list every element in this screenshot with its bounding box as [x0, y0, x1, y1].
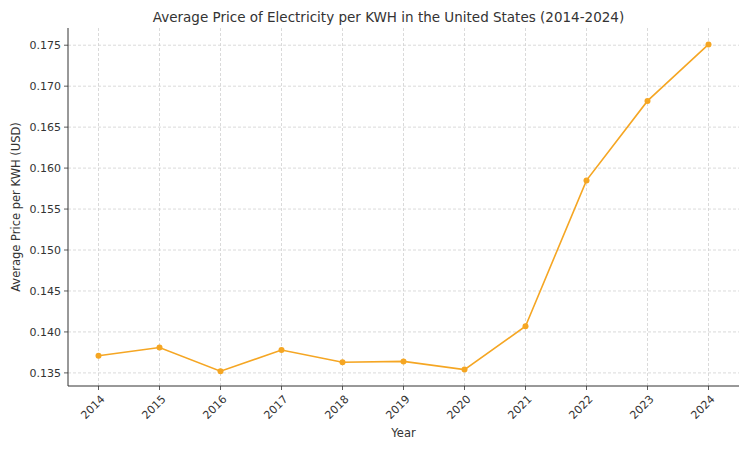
x-grid-line: [525, 28, 526, 386]
x-grid-line: [220, 28, 221, 386]
x-grid-line: [342, 28, 343, 386]
x-tick: [586, 386, 587, 390]
x-tick-label: 2022: [566, 393, 595, 422]
y-tick: [64, 45, 68, 46]
x-tick: [281, 386, 282, 390]
y-tick: [64, 86, 68, 87]
y-tick-label: 0.175: [30, 39, 62, 52]
y-tick-label: 0.140: [30, 326, 62, 339]
x-tick-label: 2015: [139, 393, 168, 422]
x-axis-label: Year: [390, 426, 416, 440]
data-point: [401, 358, 407, 364]
data-point: [279, 347, 285, 353]
grid: [68, 28, 739, 386]
x-tick: [220, 386, 221, 390]
y-tick-label: 0.135: [30, 367, 62, 380]
x-tick-label: 2023: [627, 393, 656, 422]
y-tick-label: 0.160: [30, 162, 62, 175]
y-tick-label: 0.165: [30, 121, 62, 134]
x-tick-label: 2016: [200, 393, 229, 422]
x-tick: [708, 386, 709, 390]
y-grid-line: [68, 127, 739, 128]
data-line: [99, 44, 709, 371]
x-grid-line: [586, 28, 587, 386]
y-tick-label: 0.150: [30, 244, 62, 257]
x-grid-line: [98, 28, 99, 386]
x-tick: [159, 386, 160, 390]
y-tick: [64, 331, 68, 332]
y-tick: [64, 209, 68, 210]
x-grid-line: [464, 28, 465, 386]
data-point: [462, 367, 468, 373]
x-tick-label: 2017: [261, 393, 290, 422]
x-tick: [403, 386, 404, 390]
y-tick-label: 0.145: [30, 285, 62, 298]
y-tick-label: 0.155: [30, 203, 62, 216]
x-tick-label: 2024: [688, 393, 717, 422]
x-tick: [525, 386, 526, 390]
data-point: [706, 41, 712, 47]
data-point: [645, 98, 651, 104]
x-grid-line: [159, 28, 160, 386]
chart-svg: 0.135 0.140 0.145 0.150 0.155 0.160 0.165 0.170…: [0, 0, 750, 450]
x-tick: [464, 386, 465, 390]
y-axis-line: [68, 28, 69, 386]
x-tick-label: 2021: [505, 393, 534, 422]
x-tick-label: 2020: [444, 393, 473, 422]
x-grid-line: [708, 28, 709, 386]
data-point: [96, 353, 102, 359]
x-grid-line: [647, 28, 648, 386]
x-tick: [342, 386, 343, 390]
x-tick-label: 2014: [78, 393, 107, 422]
plot-area: [96, 41, 712, 374]
x-tick-label: 2018: [322, 393, 351, 422]
data-point: [584, 177, 590, 183]
y-tick: [64, 127, 68, 128]
x-axis-line: [68, 386, 739, 387]
chart-container: 0.135 0.140 0.145 0.150 0.155 0.160 0.165 0.170…: [0, 0, 750, 450]
x-tick: [647, 386, 648, 390]
y-tick: [64, 168, 68, 169]
x-tick: [98, 386, 99, 390]
data-point: [523, 323, 529, 329]
chart-title: Average Price of Electricity per KWH in …: [153, 9, 624, 25]
x-grid-line: [281, 28, 282, 386]
y-tick: [64, 372, 68, 373]
y-tick: [64, 250, 68, 251]
y-grid-line: [68, 331, 739, 332]
y-axis-label: Average Price per KWH (USD): [9, 122, 23, 292]
data-point: [340, 359, 346, 365]
x-tick-label: 2019: [383, 393, 412, 422]
data-point: [157, 344, 163, 350]
data-point: [218, 368, 224, 374]
y-tick: [64, 290, 68, 291]
x-grid-line: [403, 28, 404, 386]
y-tick-label: 0.170: [30, 80, 62, 93]
